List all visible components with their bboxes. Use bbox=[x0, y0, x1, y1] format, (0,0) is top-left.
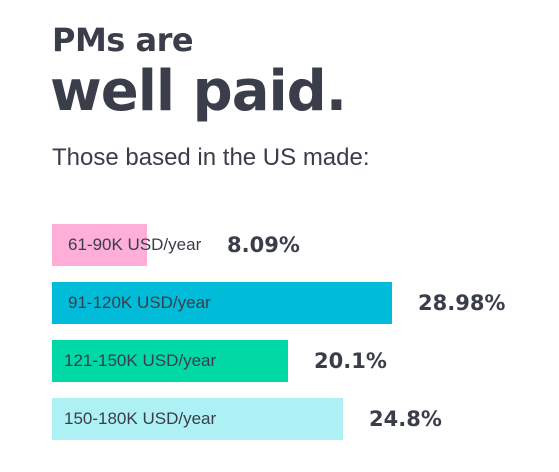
chart-kicker: PMs are bbox=[52, 21, 194, 59]
bar-value-label: 20.1% bbox=[314, 349, 387, 373]
bar-category-label: 91-120K USD/year bbox=[68, 293, 211, 312]
chart-headline: well paid. bbox=[50, 59, 347, 124]
bar bbox=[52, 282, 392, 324]
bar-value-label: 28.98% bbox=[418, 291, 506, 315]
bar bbox=[52, 224, 147, 266]
bar bbox=[52, 340, 288, 382]
bar bbox=[52, 398, 343, 440]
bar-value-label: 24.8% bbox=[369, 407, 442, 431]
chart-subtitle: Those based in the US made: bbox=[52, 144, 370, 171]
bar-category-label: 150-180K USD/year bbox=[64, 409, 217, 428]
bar-value-label: 8.09% bbox=[227, 233, 300, 257]
bar-category-label: 61-90K USD/year bbox=[68, 235, 202, 254]
bar-category-label: 121-150K USD/year bbox=[64, 351, 217, 370]
